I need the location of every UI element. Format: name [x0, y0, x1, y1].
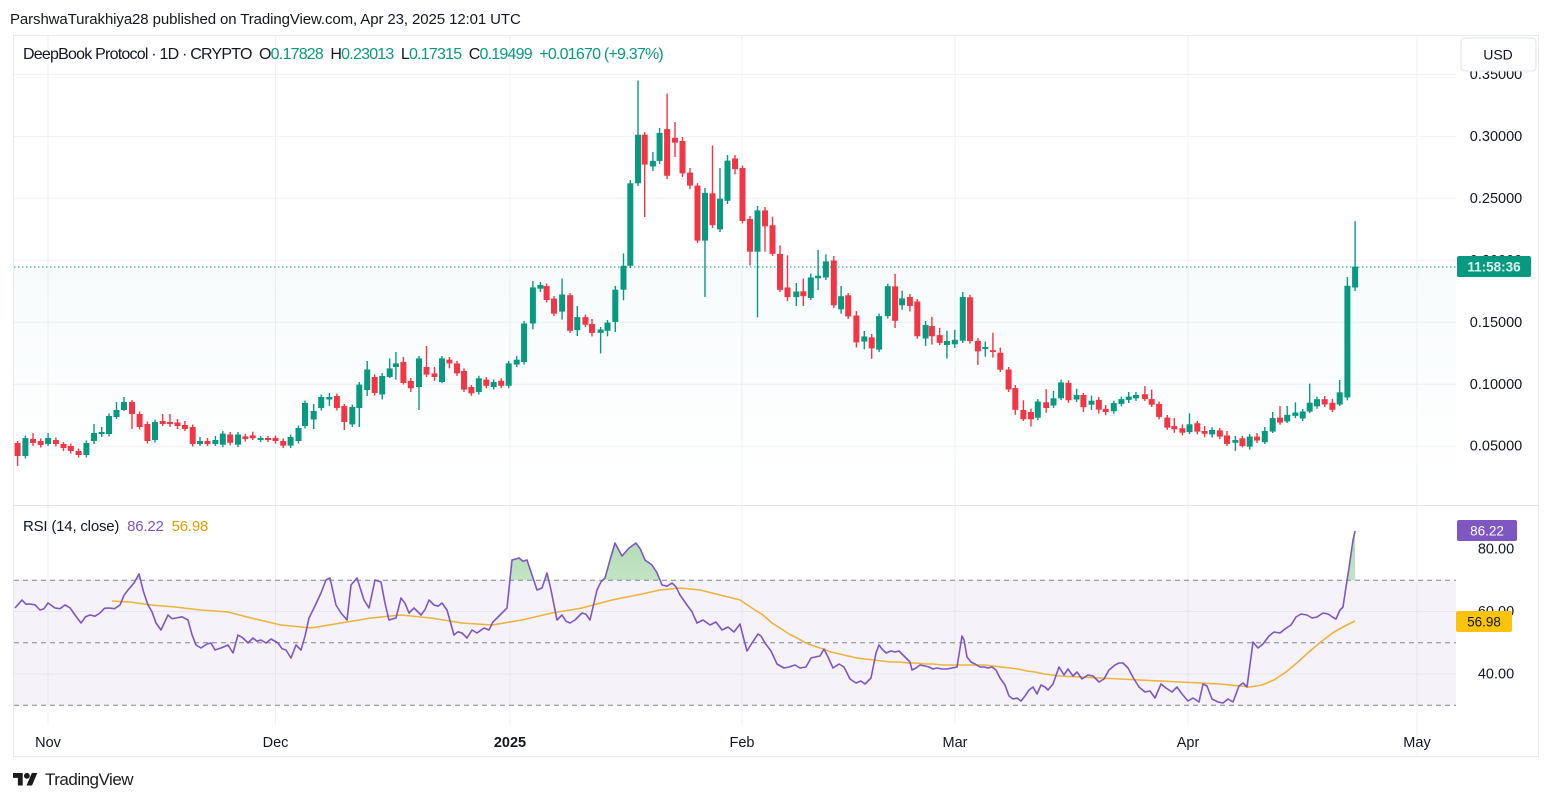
svg-text:0.05000: 0.05000: [1470, 439, 1522, 455]
svg-text:0.10000: 0.10000: [1470, 377, 1522, 393]
svg-text:2025: 2025: [494, 735, 526, 751]
svg-text:May: May: [1403, 735, 1431, 751]
svg-text:56.98: 56.98: [1467, 615, 1501, 630]
svg-text:0.30000: 0.30000: [1470, 129, 1522, 145]
svg-text:0.15000: 0.15000: [1470, 315, 1522, 331]
svg-text:Mar: Mar: [943, 735, 968, 751]
svg-text:Apr: Apr: [1177, 735, 1200, 751]
svg-text:86.22: 86.22: [1470, 524, 1504, 539]
svg-text:80.00: 80.00: [1478, 542, 1514, 558]
svg-text:USD: USD: [1483, 47, 1513, 63]
svg-text:Dec: Dec: [263, 735, 289, 751]
svg-text:Feb: Feb: [730, 735, 755, 751]
svg-text:0.25000: 0.25000: [1470, 191, 1522, 207]
svg-text:Nov: Nov: [35, 735, 62, 751]
svg-text:40.00: 40.00: [1478, 667, 1514, 683]
svg-text:11:58:36: 11:58:36: [1467, 260, 1521, 275]
